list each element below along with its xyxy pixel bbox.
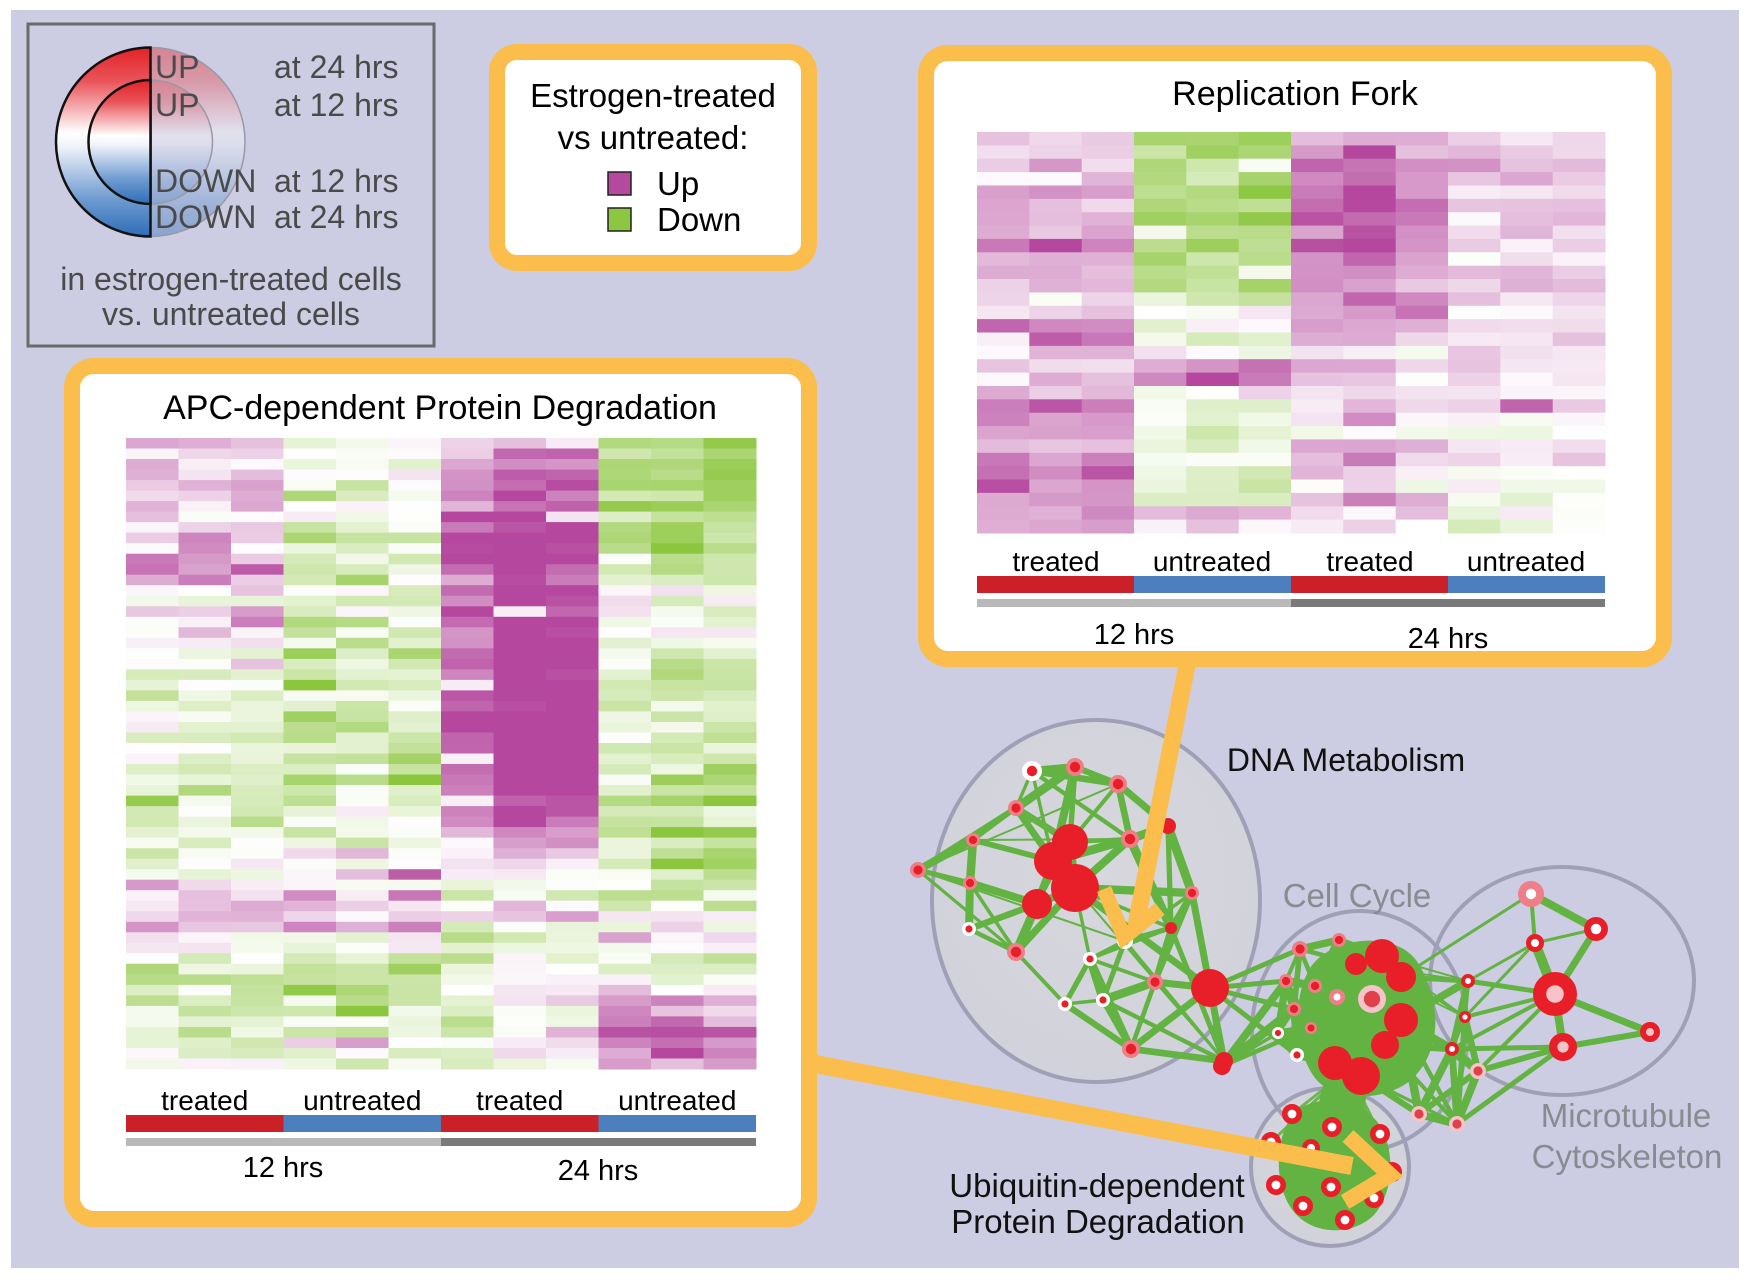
svg-text:12 hrs: 12 hrs <box>1094 619 1175 651</box>
svg-text:at 12 hrs: at 12 hrs <box>274 87 399 123</box>
svg-text:at 24 hrs: at 24 hrs <box>274 49 399 85</box>
svg-text:treated: treated <box>1326 546 1413 577</box>
svg-text:Cell Cycle: Cell Cycle <box>1283 877 1432 914</box>
svg-text:24 hrs: 24 hrs <box>558 1155 639 1187</box>
svg-text:vs. untreated cells: vs. untreated cells <box>102 296 360 332</box>
svg-text:vs untreated:: vs untreated: <box>558 119 749 156</box>
svg-text:untreated: untreated <box>303 1085 421 1116</box>
svg-text:untreated: untreated <box>1153 546 1271 577</box>
svg-text:Protein Degradation: Protein Degradation <box>951 1203 1245 1240</box>
svg-text:24 hrs: 24 hrs <box>1408 623 1489 655</box>
svg-text:at 12 hrs: at 12 hrs <box>274 163 399 199</box>
svg-text:DNA Metabolism: DNA Metabolism <box>1227 742 1465 778</box>
svg-text:Estrogen-treated: Estrogen-treated <box>530 77 776 114</box>
svg-text:UP: UP <box>155 49 199 85</box>
svg-text:DOWN: DOWN <box>155 199 256 235</box>
svg-text:APC-dependent Protein Degradat: APC-dependent Protein Degradation <box>163 389 717 427</box>
svg-text:Microtubule: Microtubule <box>1541 1097 1712 1134</box>
svg-text:Replication Fork: Replication Fork <box>1172 75 1419 113</box>
svg-text:at 24 hrs: at 24 hrs <box>274 199 399 235</box>
svg-text:in estrogen-treated cells: in estrogen-treated cells <box>60 261 402 297</box>
svg-text:treated: treated <box>476 1085 563 1116</box>
svg-text:Ubiquitin-dependent: Ubiquitin-dependent <box>949 1167 1244 1204</box>
svg-text:Down: Down <box>657 201 741 238</box>
svg-text:UP: UP <box>155 87 199 123</box>
svg-text:treated: treated <box>161 1085 248 1116</box>
svg-text:treated: treated <box>1012 546 1099 577</box>
svg-text:untreated: untreated <box>618 1085 736 1116</box>
svg-text:12 hrs: 12 hrs <box>243 1152 324 1184</box>
svg-text:untreated: untreated <box>1467 546 1585 577</box>
svg-text:Cytoskeleton: Cytoskeleton <box>1532 1138 1723 1175</box>
svg-text:DOWN: DOWN <box>155 163 256 199</box>
svg-text:Up: Up <box>657 165 699 202</box>
